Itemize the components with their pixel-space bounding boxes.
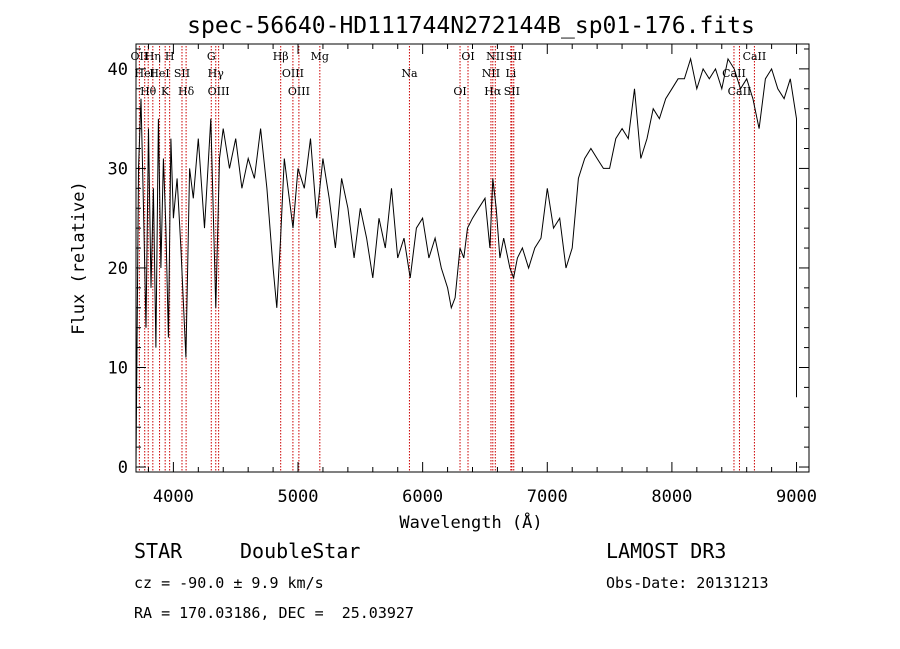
marker-label-4959: OIII xyxy=(282,67,304,80)
marker-label-6583: NII xyxy=(486,50,504,63)
marker-label-3727: OII xyxy=(131,50,149,63)
y-axis-label: Flux (relative) xyxy=(69,181,89,335)
y-axis-ticks: 0 10 20 30 40 xyxy=(108,48,809,478)
object-class: STAR xyxy=(134,539,183,563)
marker-label-5894: Na xyxy=(401,67,418,80)
x-tick-label-6000: 6000 xyxy=(402,487,443,507)
marker-label-4861: Hβ xyxy=(273,50,289,63)
emission-line-markers xyxy=(138,46,755,472)
marker-label-5007: OIII xyxy=(288,85,310,98)
emission-line-labels: OIIHeIHθHηHeIKHSIIHδGHγOIIIHβOIIIOIIIMgN… xyxy=(131,50,767,98)
marker-label-6563: Hα xyxy=(484,85,502,98)
marker-label-8498: CaII xyxy=(722,67,746,80)
marker-label-8542: CaII xyxy=(728,85,752,98)
plot-frame xyxy=(135,43,810,473)
survey-name: LAMOST DR3 xyxy=(606,539,727,563)
marker-label-3770: HeI xyxy=(134,67,154,80)
marker-label-6716: SII xyxy=(504,85,520,98)
marker-label-3798: Hθ xyxy=(140,85,157,98)
marker-label-8662: CaII xyxy=(743,50,767,63)
marker-label-6364: OI xyxy=(461,50,474,63)
redshift-cz: cz = -90.0 ± 9.9 km/s xyxy=(134,574,324,592)
x-tick-label-8000: 8000 xyxy=(651,487,692,507)
marker-label-6548: NII xyxy=(482,67,500,80)
y-tick-label-20: 20 xyxy=(108,259,128,279)
marker-label-6731: SII xyxy=(506,50,522,63)
chart-title: spec-56640-HD111744N272144B_sp01-176.fit… xyxy=(187,13,755,39)
marker-label-3889: HeI xyxy=(149,67,169,80)
object-subclass: DoubleStar xyxy=(240,539,361,563)
marker-label-3934: K xyxy=(161,85,170,98)
marker-label-4304: G xyxy=(207,50,216,63)
marker-label-4340: Hγ xyxy=(208,67,225,80)
x-tick-label-4000: 4000 xyxy=(153,487,194,507)
y-tick-label-10: 10 xyxy=(108,358,128,378)
x-tick-label-5000: 5000 xyxy=(278,487,319,507)
marker-label-5175: Mg xyxy=(311,50,329,63)
x-axis-label: Wavelength (Å) xyxy=(399,511,542,533)
spectrum-line xyxy=(135,56,797,468)
coordinates: RA = 170.03186, DEC = 25.03927 xyxy=(134,604,414,622)
marker-label-4069: SII xyxy=(174,67,190,80)
observation-date: Obs-Date: 20131213 xyxy=(606,574,769,592)
marker-label-6300: OI xyxy=(453,85,466,98)
marker-label-3835: Hη xyxy=(145,50,161,63)
x-axis-ticks: 4000 5000 6000 7000 8000 9000 xyxy=(147,44,817,507)
y-tick-label-0: 0 xyxy=(118,458,128,478)
marker-label-4102: Hδ xyxy=(178,85,195,98)
y-tick-label-30: 30 xyxy=(108,159,128,179)
marker-label-3970: H xyxy=(165,50,175,63)
marker-label-4363: OIII xyxy=(208,85,230,98)
x-tick-label-9000: 9000 xyxy=(776,487,817,507)
x-tick-label-7000: 7000 xyxy=(527,487,568,507)
y-tick-label-40: 40 xyxy=(108,60,128,80)
marker-label-6708: Li xyxy=(505,67,516,80)
